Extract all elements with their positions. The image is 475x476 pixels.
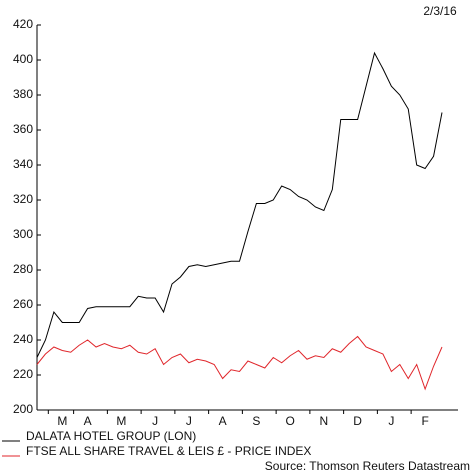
y-tick-label: 340 xyxy=(13,157,33,171)
x-tick-label: S xyxy=(252,414,260,428)
y-tick-label: 380 xyxy=(13,87,33,101)
x-tick-label: M xyxy=(116,414,126,428)
x-tick-label: F xyxy=(421,414,428,428)
x-tick-label: O xyxy=(285,414,294,428)
legend-label: FTSE ALL SHARE TRAVEL & LEIS £ - PRICE I… xyxy=(26,444,311,458)
date: 2/3/16 xyxy=(423,4,457,18)
source: Source: Thomson Reuters Datastream xyxy=(265,459,470,473)
series-line xyxy=(36,335,443,391)
y-tick-label: 300 xyxy=(13,227,33,241)
x-tick-label: M xyxy=(57,414,67,428)
series-line xyxy=(36,51,443,358)
x-tick-label: J xyxy=(152,414,158,428)
y-tick-label: 420 xyxy=(13,17,33,31)
y-tick-label: 360 xyxy=(13,122,33,136)
x-tick-label: D xyxy=(353,414,362,428)
x-tick-label: J xyxy=(186,414,192,428)
x-tick-label: A xyxy=(84,414,92,428)
y-tick-label: 220 xyxy=(13,367,33,381)
y-tick-label: 320 xyxy=(13,192,33,206)
legend-label: DALATA HOTEL GROUP (LON) xyxy=(26,429,196,443)
y-tick-label: 400 xyxy=(13,52,33,66)
y-tick-label: 280 xyxy=(13,262,33,276)
y-tick-label: 260 xyxy=(13,297,33,311)
x-tick-label: J xyxy=(388,414,394,428)
x-tick-label: N xyxy=(320,414,329,428)
y-tick-label: 240 xyxy=(13,332,33,346)
x-tick-label: A xyxy=(219,414,227,428)
y-tick-label: 200 xyxy=(13,402,33,416)
